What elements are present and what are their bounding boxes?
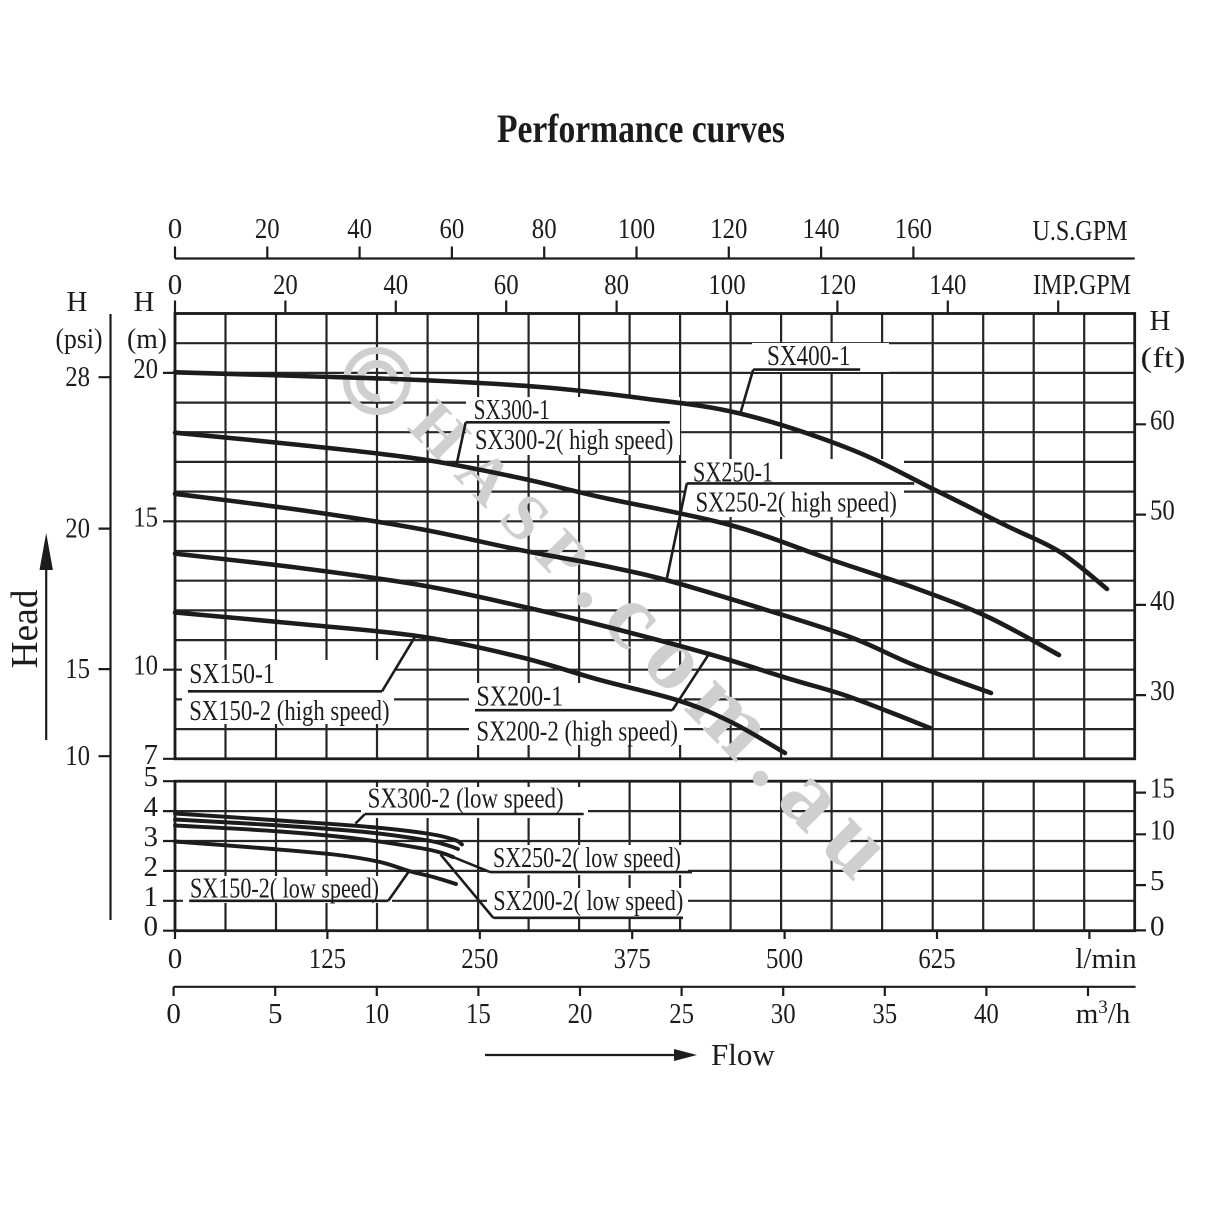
svg-text:SX150-2( low speed): SX150-2( low speed) — [190, 873, 379, 905]
svg-text:160: 160 — [895, 213, 932, 245]
svg-text:15: 15 — [133, 501, 158, 533]
svg-text:20: 20 — [65, 513, 90, 545]
svg-text:(m): (m) — [127, 323, 167, 355]
svg-text:SX200-2 (high speed): SX200-2 (high speed) — [476, 716, 678, 748]
svg-text:20: 20 — [568, 998, 593, 1030]
svg-text:500: 500 — [766, 943, 803, 975]
svg-text:15: 15 — [466, 998, 491, 1030]
svg-text:0: 0 — [144, 911, 159, 943]
svg-text:H: H — [134, 286, 155, 318]
svg-text:140: 140 — [803, 213, 840, 245]
svg-text:20: 20 — [255, 213, 280, 245]
svg-text:40: 40 — [347, 213, 372, 245]
svg-text:SX200-2( low speed): SX200-2( low speed) — [493, 885, 683, 917]
svg-text:10: 10 — [65, 740, 90, 772]
svg-text:140: 140 — [929, 269, 966, 301]
svg-text:60: 60 — [1150, 404, 1175, 436]
svg-text:SX150-2 (high speed): SX150-2 (high speed) — [189, 695, 389, 727]
svg-text:SX200-1: SX200-1 — [476, 681, 563, 713]
svg-text:30: 30 — [771, 998, 796, 1030]
svg-text:(ft): (ft) — [1141, 342, 1186, 374]
svg-text:125: 125 — [309, 943, 346, 975]
svg-text:l/min: l/min — [1075, 943, 1137, 975]
svg-text:120: 120 — [819, 269, 856, 301]
svg-text:4: 4 — [144, 791, 159, 823]
svg-text:625: 625 — [918, 943, 955, 975]
svg-text:SX250-2( low speed): SX250-2( low speed) — [493, 842, 681, 874]
svg-text:40: 40 — [974, 998, 999, 1030]
svg-text:40: 40 — [383, 269, 408, 301]
svg-text:0: 0 — [166, 998, 181, 1030]
svg-text:250: 250 — [461, 943, 498, 975]
svg-text:375: 375 — [614, 943, 651, 975]
svg-text:15: 15 — [65, 653, 90, 685]
svg-text:3: 3 — [144, 821, 159, 853]
svg-text:U.S.GPM: U.S.GPM — [1033, 215, 1128, 247]
svg-text:5: 5 — [1150, 865, 1165, 897]
svg-text:10: 10 — [364, 998, 389, 1030]
svg-text:10: 10 — [1150, 814, 1175, 846]
svg-text:SX300-2 (low speed): SX300-2 (low speed) — [368, 783, 564, 815]
svg-text:0: 0 — [1150, 910, 1165, 942]
svg-text:0: 0 — [168, 943, 183, 975]
svg-text:1: 1 — [144, 881, 159, 913]
svg-text:60: 60 — [440, 213, 465, 245]
svg-text:SX250-2( high speed): SX250-2( high speed) — [696, 486, 897, 518]
svg-text:100: 100 — [708, 269, 745, 301]
svg-text:80: 80 — [532, 213, 557, 245]
svg-text:20: 20 — [273, 269, 298, 301]
svg-text:2: 2 — [144, 851, 159, 883]
svg-text:H: H — [67, 286, 88, 318]
svg-text:7: 7 — [144, 739, 159, 771]
svg-text:10: 10 — [133, 650, 158, 682]
svg-text:80: 80 — [604, 269, 629, 301]
svg-text:SX400-1: SX400-1 — [767, 340, 851, 372]
svg-text:30: 30 — [1150, 675, 1175, 707]
svg-text:SX300-1: SX300-1 — [474, 394, 550, 426]
svg-text:m3/h: m3/h — [1076, 997, 1131, 1031]
svg-text:5: 5 — [268, 998, 283, 1030]
svg-text:15: 15 — [1150, 773, 1175, 805]
svg-text:SX150-1: SX150-1 — [189, 658, 275, 690]
svg-text:SX300-2( high speed): SX300-2( high speed) — [475, 424, 673, 456]
svg-text:5: 5 — [144, 761, 159, 793]
svg-text:20: 20 — [133, 353, 158, 385]
svg-text:0: 0 — [168, 269, 183, 301]
svg-text:120: 120 — [710, 213, 747, 245]
svg-text:Performance curves: Performance curves — [497, 106, 785, 151]
svg-text:Head: Head — [4, 590, 46, 669]
svg-text:H: H — [1150, 305, 1171, 337]
svg-text:(psi): (psi) — [56, 323, 103, 355]
svg-text:28: 28 — [65, 361, 90, 393]
svg-text:35: 35 — [872, 998, 897, 1030]
svg-text:100: 100 — [618, 213, 655, 245]
svg-text:25: 25 — [669, 998, 694, 1030]
svg-text:60: 60 — [494, 269, 519, 301]
svg-text:Flow: Flow — [711, 1037, 775, 1072]
svg-text:40: 40 — [1150, 585, 1175, 617]
svg-text:50: 50 — [1150, 495, 1175, 527]
svg-text:IMP.GPM: IMP.GPM — [1033, 269, 1131, 301]
svg-text:0: 0 — [168, 213, 183, 245]
